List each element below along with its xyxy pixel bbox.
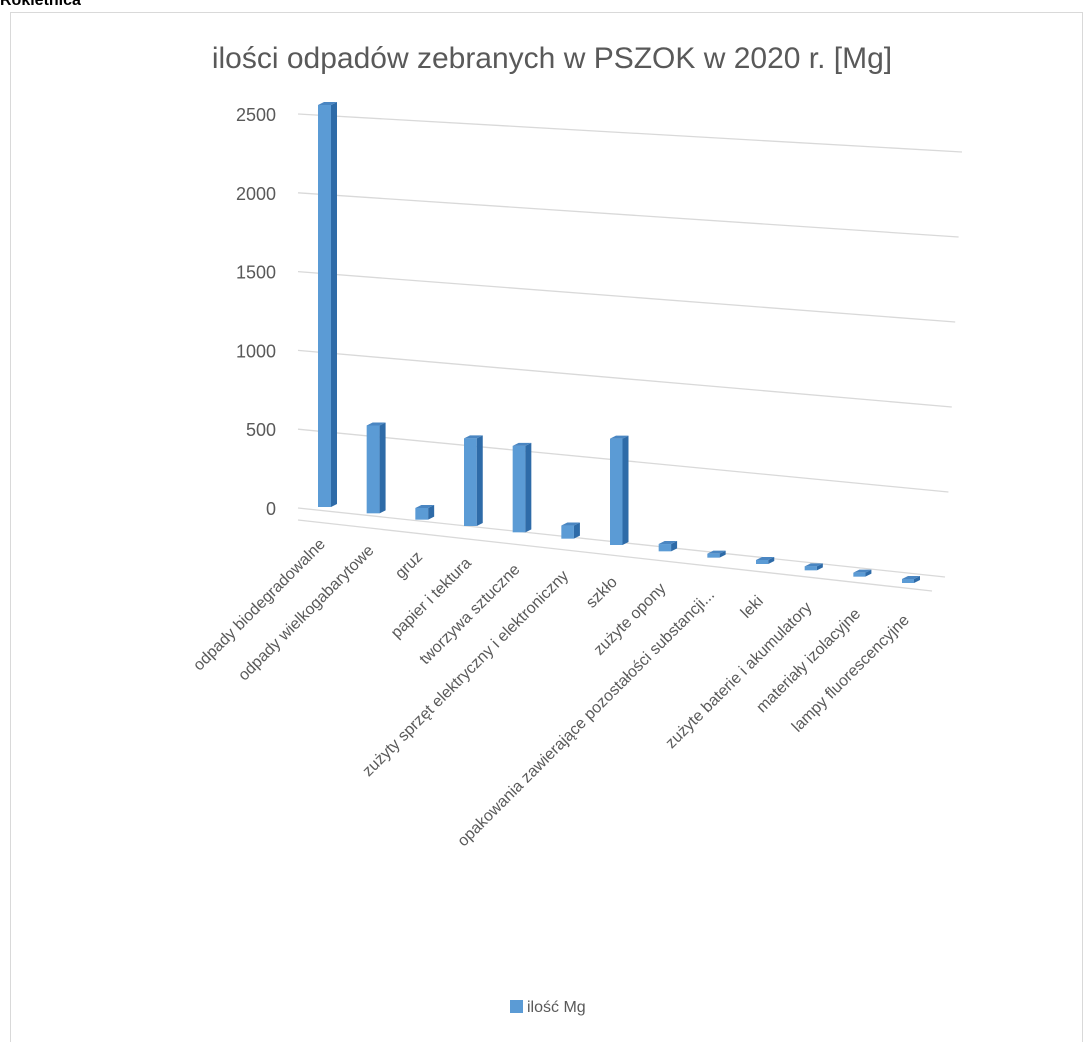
bar-front <box>512 445 526 533</box>
legend-swatch <box>510 1000 523 1013</box>
bar-front <box>610 438 623 545</box>
bar-top <box>318 102 337 105</box>
bar-front <box>853 572 866 577</box>
bar-side <box>476 435 483 526</box>
bar-top <box>512 442 532 446</box>
gridline-1000 <box>297 349 952 408</box>
x-category-label: szkło <box>583 574 621 612</box>
bar <box>318 102 337 507</box>
bar-top <box>610 435 629 439</box>
legend: ilość Mg <box>510 999 586 1016</box>
gridline-2000 <box>297 192 959 238</box>
bar-side <box>719 550 726 558</box>
legend-label: ilość Mg <box>527 999 586 1016</box>
bar-front <box>804 566 817 571</box>
bar <box>902 576 920 583</box>
bar <box>853 569 872 577</box>
bar-top <box>366 422 386 426</box>
bar-top <box>756 557 775 560</box>
bar-top <box>853 569 872 573</box>
bar-side <box>379 422 386 514</box>
bar-side <box>816 563 823 571</box>
bar-front <box>756 560 769 564</box>
bar <box>561 522 580 539</box>
y-axis-ticks: 0 500 1000 1500 2000 2500 <box>236 105 276 519</box>
bar <box>707 550 726 558</box>
bar-side <box>622 435 629 545</box>
bar-side <box>428 504 435 520</box>
bar <box>804 563 823 571</box>
x-category-label: zużyty sprzęt elektryczny i elektroniczn… <box>360 567 573 780</box>
bar-top <box>561 522 580 526</box>
bar-top <box>707 550 726 554</box>
page-header-label: Rokietnica <box>0 0 81 9</box>
bar-side <box>671 541 678 552</box>
bar <box>366 422 386 514</box>
bars <box>318 102 920 583</box>
bar-side <box>525 442 532 533</box>
bar-front <box>366 425 380 514</box>
bar-front <box>707 553 720 558</box>
x-category-label: opakowania zawierające pozostałości subs… <box>455 586 719 850</box>
bar-front <box>415 507 429 520</box>
floor-front-edge <box>297 519 933 592</box>
gridline-2500 <box>297 113 963 153</box>
y-tick-label: 0 <box>266 499 276 519</box>
chart-frame <box>10 12 1083 1042</box>
bar <box>415 504 435 520</box>
bar-side <box>331 102 337 507</box>
x-category-label: leki <box>738 593 767 622</box>
bar-front <box>902 579 914 583</box>
bar-top <box>902 576 920 579</box>
bar <box>512 442 532 533</box>
gridline-1500 <box>297 270 956 323</box>
y-tick-label: 2000 <box>236 184 276 204</box>
bar <box>658 541 678 552</box>
bar-front <box>318 105 331 507</box>
y-tick-label: 1000 <box>236 341 276 361</box>
bar-top <box>658 541 678 545</box>
y-tick-label: 500 <box>246 420 276 440</box>
x-category-label: materiały izolacyjne <box>753 605 864 716</box>
chart-title: ilości odpadów zebranych w PSZOK w 2020 … <box>212 42 892 75</box>
bar-front <box>464 438 477 526</box>
bar-side <box>865 569 872 577</box>
bar-front <box>658 544 672 552</box>
bar-top <box>415 504 435 508</box>
gridlines <box>297 113 963 592</box>
bar-side <box>768 557 775 564</box>
bar-top <box>464 435 483 439</box>
y-tick-label: 1500 <box>236 263 276 283</box>
bar <box>464 435 483 526</box>
y-tick-label: 2500 <box>236 105 276 125</box>
x-category-label: gruz <box>392 548 426 582</box>
x-category-label: tworzywa sztuczne <box>417 561 524 668</box>
bar-front <box>561 525 574 539</box>
bar-top <box>804 563 823 567</box>
bar-side <box>914 576 920 583</box>
bar-side <box>573 522 580 539</box>
bar <box>610 435 629 545</box>
bar <box>756 557 775 564</box>
